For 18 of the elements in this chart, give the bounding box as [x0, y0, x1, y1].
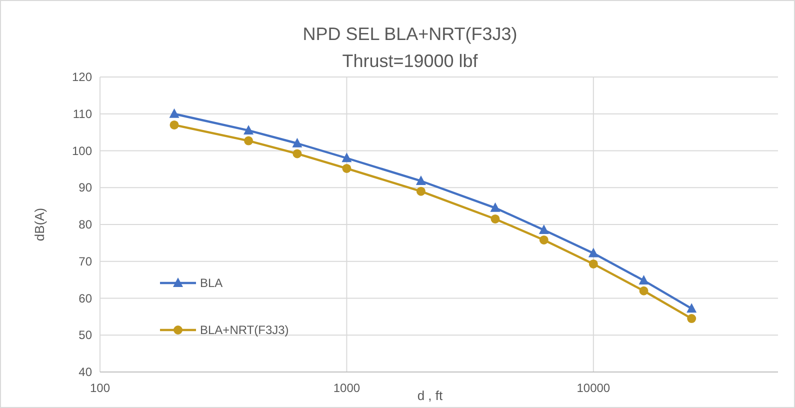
y-tick-label: 40 — [78, 365, 92, 379]
y-tick-label: 50 — [78, 328, 92, 342]
x-tick-label: 100 — [90, 381, 110, 395]
y-axis-title: dB(A) — [32, 208, 47, 242]
y-tick-label: 110 — [72, 106, 92, 121]
legend-label: BLA — [200, 276, 223, 290]
y-tick-label: 80 — [78, 218, 92, 232]
chart-title: NPD SEL BLA+NRT(F3J3) — [302, 24, 518, 44]
chart-subtitle: Thrust=19000 lbf — [342, 51, 479, 71]
x-axis-title: d , ft — [417, 388, 444, 403]
y-tick-label: 60 — [78, 291, 92, 306]
x-tick-label: 1000 — [333, 381, 360, 395]
y-tick-label: 100 — [72, 144, 92, 158]
y-tick-label: 70 — [78, 254, 92, 268]
y-tick-label: 120 — [72, 70, 92, 84]
x-tick-label: 10000 — [576, 381, 610, 395]
legend-label: BLA+NRT(F3J3) — [200, 323, 289, 337]
y-tick-label: 90 — [78, 180, 92, 195]
